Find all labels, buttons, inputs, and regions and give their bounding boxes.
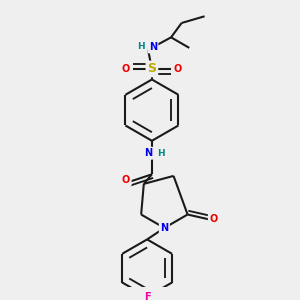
Text: O: O xyxy=(174,64,182,74)
Text: S: S xyxy=(147,62,156,76)
Text: H: H xyxy=(157,149,164,158)
Text: O: O xyxy=(209,214,217,224)
Text: N: N xyxy=(149,42,157,52)
Text: F: F xyxy=(144,292,150,300)
Text: N: N xyxy=(160,223,168,233)
Text: N: N xyxy=(144,148,152,158)
Text: H: H xyxy=(138,42,145,51)
Text: O: O xyxy=(122,64,130,74)
Text: O: O xyxy=(122,175,130,185)
